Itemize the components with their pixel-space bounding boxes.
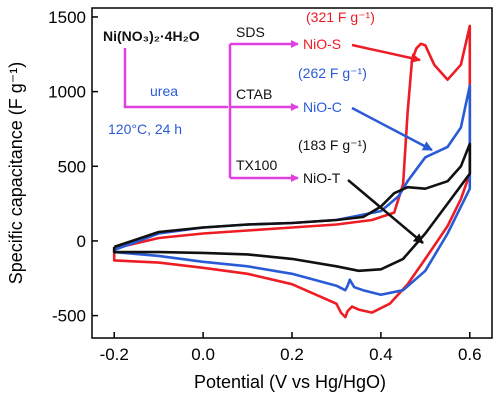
series-layer [112,24,472,319]
y-tick-label: 500 [58,157,86,176]
capacitance-nio-s-label: (321 F g⁻¹) [306,9,375,25]
precursor-label: Ni(NO₃)₂·4H₂O [103,28,200,44]
x-tick-label: 0.2 [280,345,304,364]
surfactant-tx100-label: TX100 [236,157,277,173]
y-tick-label: -500 [52,307,86,326]
x-axis-label: Potential (V vs Hg/HgO) [194,372,386,392]
nio-c-pointer-arrow [351,106,433,152]
surfactant-ctab-label: CTAB [236,86,272,102]
x-tick-label: 0.6 [458,345,482,364]
series-line-nio-t [112,142,472,273]
product-nio-c-label: NiO-C [303,99,342,115]
x-axis-ticks: -0.2 0.0 0.2 0.4 0.6 [100,332,482,364]
surfactant-sds-label: SDS [236,24,265,40]
condition-label: 120°C, 24 h [108,121,182,137]
product-nio-t-label: NiO-T [303,170,341,186]
reagent-label: urea [150,83,178,99]
x-tick-label: 0.0 [191,345,215,364]
y-axis-label: Specific capacitance (F g⁻¹) [6,62,26,285]
y-tick-label: 0 [77,232,86,251]
flow-trunk [123,48,228,109]
x-tick-label: 0.4 [369,345,393,364]
x-tick-label: -0.2 [100,345,129,364]
nio-t-pointer-arrow [347,179,424,244]
y-tick-label: 1500 [48,8,86,27]
capacitance-nio-t-label: (183 F g⁻¹) [298,137,367,153]
capacitance-nio-c-label: (262 F g⁻¹) [298,65,367,81]
y-axis-ticks: -500 0 500 1000 1500 [48,8,98,326]
nio-s-pointer-arrow [351,43,421,63]
product-nio-s-label: NiO-S [303,36,341,52]
y-tick-label: 1000 [48,83,86,102]
synthesis-flow: Ni(NO₃)₂·4H₂O urea 120°C, 24 h SDS CTAB … [103,9,375,186]
